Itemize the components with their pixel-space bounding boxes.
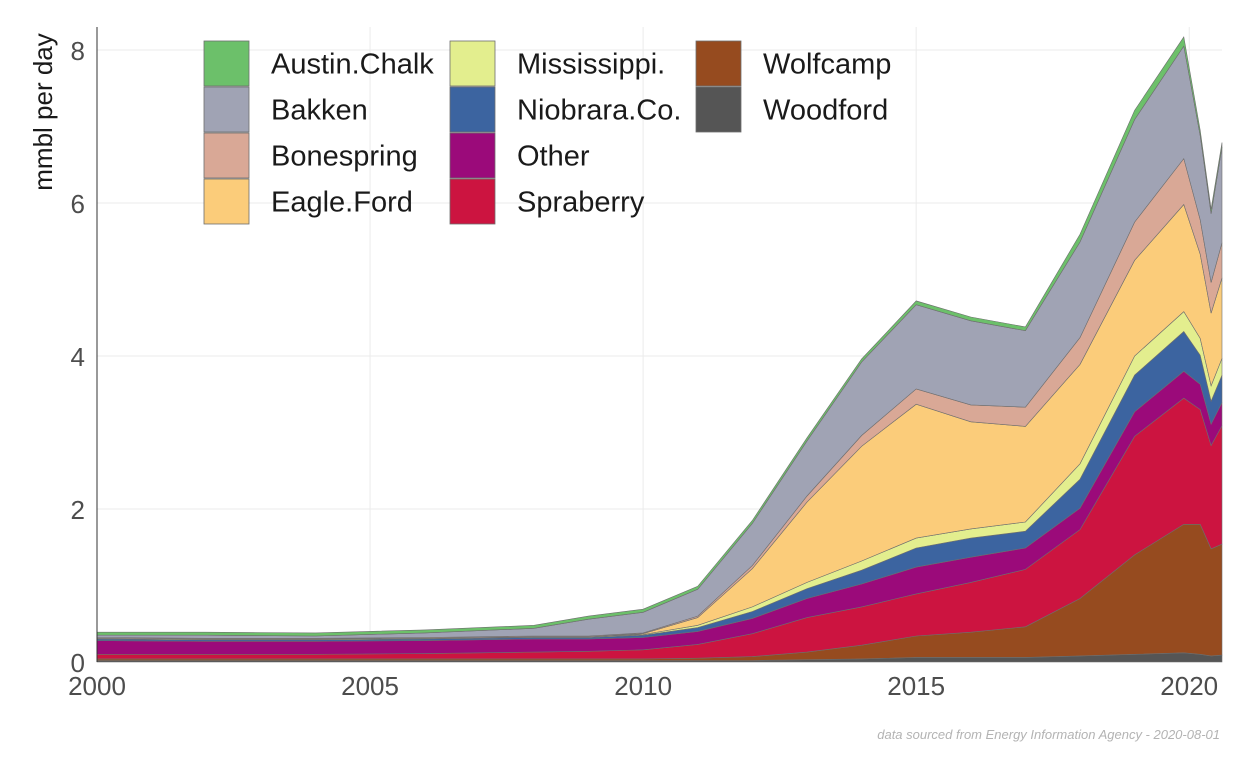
legend-swatch [449,86,496,133]
y-tick-label: 6 [71,189,85,219]
legend-item-bakken: Bakken [203,86,368,133]
data-source-caption: data sourced from Energy Information Age… [877,727,1220,742]
legend: Austin.Chalk Bakken Bonespring Eagle.Ford Mi… [203,40,891,225]
legend-label: Austin.Chalk [271,49,434,81]
legend-swatch [449,40,496,87]
legend-label: Other [517,141,590,173]
legend-swatch [449,178,496,225]
legend-swatch [695,40,742,87]
legend-label: Mississippi. [517,49,665,81]
x-tick-label: 2005 [341,671,399,701]
legend-item-woodford: Woodford [695,86,888,133]
x-tick-label: 2015 [887,671,945,701]
legend-label: Woodford [763,95,888,127]
legend-label: Bakken [271,95,368,127]
x-tick-label: 2010 [614,671,672,701]
y-tick-label: 2 [71,495,85,525]
legend-item-bonespring: Bonespring [203,132,418,179]
y-tick-label: 4 [71,342,85,372]
axes: 0 2 4 6 8 2000 2005 2010 2015 2020 [68,27,1218,701]
y-tick-label: 0 [71,648,85,678]
x-tick-label: 2000 [68,671,126,701]
legend-item-mississippi: Mississippi. [449,40,665,87]
legend-label: Eagle.Ford [271,187,413,219]
legend-swatch [203,40,250,87]
legend-label: Spraberry [517,187,645,219]
y-axis-label: mmbl per day [28,33,58,191]
legend-item-eagleford: Eagle.Ford [203,178,413,225]
y-tick-label: 8 [71,36,85,66]
legend-item-wolfcamp: Wolfcamp [695,40,891,87]
legend-swatch [203,132,250,179]
legend-swatch [449,132,496,179]
legend-label: Bonespring [271,141,418,173]
legend-item-austinchalk: Austin.Chalk [203,40,434,87]
x-tick-label: 2020 [1160,671,1218,701]
legend-label: Niobrara.Co. [517,95,681,127]
legend-swatch [695,86,742,133]
legend-item-niobraraco: Niobrara.Co. [449,86,681,133]
legend-swatch [203,86,250,133]
legend-item-spraberry: Spraberry [449,178,645,225]
legend-label: Wolfcamp [763,49,891,81]
legend-swatch [203,178,250,225]
legend-item-other: Other [449,132,590,179]
area-austinchalk [96,36,1223,637]
area-series-group [96,36,1223,663]
